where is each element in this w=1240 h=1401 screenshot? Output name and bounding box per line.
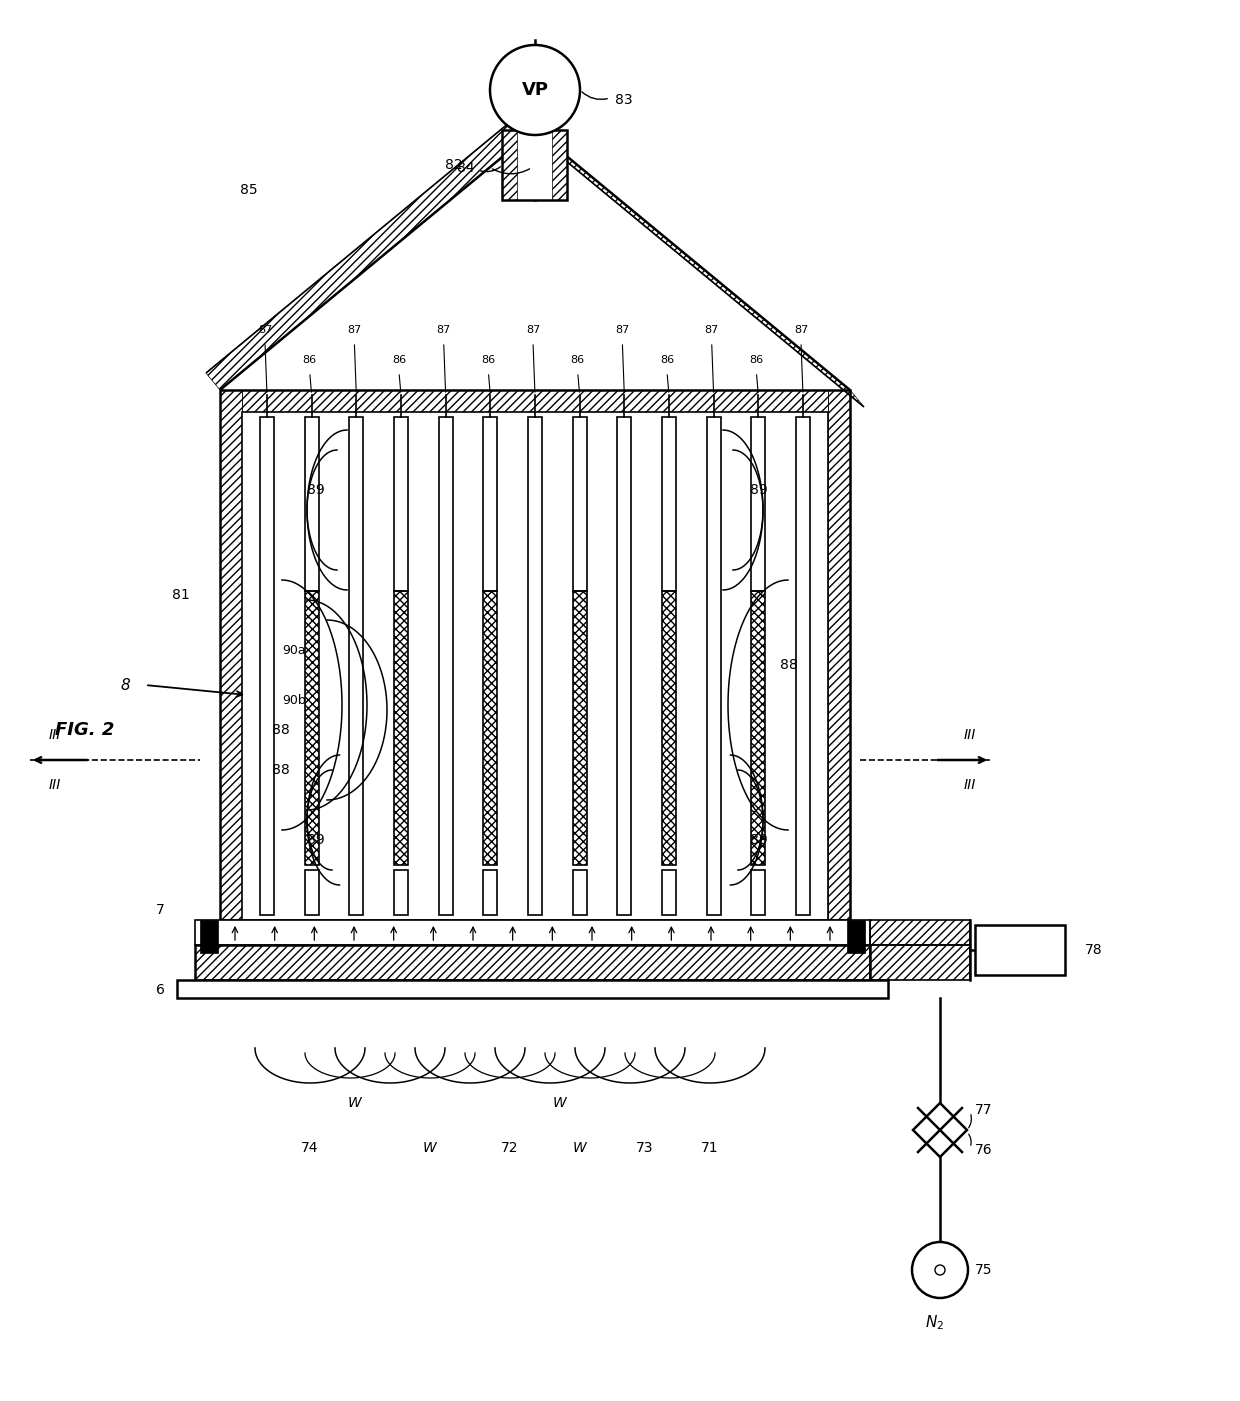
- Circle shape: [490, 45, 580, 134]
- Text: 90b: 90b: [281, 693, 306, 706]
- Text: 8: 8: [120, 678, 130, 692]
- Bar: [242, 389, 828, 412]
- Text: 86: 86: [303, 354, 316, 366]
- Bar: [502, 130, 568, 200]
- Bar: [177, 981, 888, 998]
- Text: 88: 88: [780, 658, 799, 672]
- Text: III: III: [963, 778, 976, 792]
- Text: III: III: [963, 729, 976, 743]
- Bar: [394, 870, 408, 915]
- Text: 86: 86: [570, 354, 585, 366]
- Text: 82: 82: [445, 158, 463, 172]
- Bar: [195, 920, 870, 946]
- Bar: [394, 417, 408, 591]
- Text: 83: 83: [615, 92, 632, 106]
- Text: 87: 87: [436, 325, 451, 335]
- Bar: [439, 417, 453, 915]
- Text: 6: 6: [156, 984, 165, 998]
- Bar: [484, 591, 497, 864]
- Text: 85: 85: [241, 184, 258, 198]
- Text: W: W: [553, 1096, 567, 1110]
- Bar: [573, 417, 587, 591]
- Bar: [260, 417, 274, 915]
- Text: 87: 87: [258, 325, 272, 335]
- Bar: [200, 920, 218, 946]
- Text: W: W: [348, 1096, 362, 1110]
- Circle shape: [935, 1265, 945, 1275]
- Text: 90a: 90a: [281, 643, 305, 657]
- Text: 87: 87: [794, 325, 808, 335]
- Bar: [828, 389, 849, 920]
- Bar: [195, 946, 870, 981]
- Text: III: III: [48, 729, 61, 743]
- Text: 7: 7: [156, 904, 165, 918]
- Bar: [573, 870, 587, 915]
- Text: III: III: [48, 778, 61, 792]
- Bar: [484, 417, 497, 591]
- Bar: [200, 946, 218, 953]
- Bar: [305, 591, 319, 864]
- Bar: [707, 417, 720, 915]
- Bar: [662, 417, 676, 591]
- Text: VP: VP: [522, 81, 548, 99]
- Bar: [618, 417, 631, 915]
- Bar: [662, 870, 676, 915]
- Bar: [305, 870, 319, 915]
- Text: W: W: [423, 1140, 436, 1154]
- Text: 88: 88: [272, 764, 290, 778]
- Bar: [975, 925, 1065, 975]
- Text: 86: 86: [660, 354, 675, 366]
- Text: 86: 86: [749, 354, 764, 366]
- Text: 72: 72: [501, 1140, 518, 1154]
- Text: FIG. 2: FIG. 2: [55, 722, 114, 738]
- Bar: [751, 870, 765, 915]
- Bar: [870, 920, 970, 946]
- Text: 87: 87: [526, 325, 541, 335]
- Bar: [751, 417, 765, 591]
- Bar: [484, 870, 497, 915]
- Bar: [219, 389, 849, 920]
- Bar: [502, 130, 517, 200]
- Text: $N_2$: $N_2$: [925, 1314, 945, 1332]
- Text: 89: 89: [750, 834, 768, 848]
- Bar: [394, 591, 408, 864]
- Text: 86: 86: [392, 354, 405, 366]
- Bar: [847, 946, 866, 953]
- Bar: [553, 130, 568, 200]
- Text: 88: 88: [272, 723, 290, 737]
- Bar: [751, 591, 765, 864]
- Bar: [305, 417, 319, 591]
- Text: 81: 81: [172, 588, 190, 602]
- Text: 78: 78: [1085, 943, 1102, 957]
- Polygon shape: [913, 1103, 967, 1157]
- Text: 87: 87: [347, 325, 361, 335]
- Text: 73: 73: [636, 1140, 653, 1154]
- Bar: [350, 417, 363, 915]
- Bar: [796, 417, 810, 915]
- Text: 75: 75: [975, 1262, 992, 1276]
- Text: 87: 87: [615, 325, 630, 335]
- Text: W: W: [573, 1140, 587, 1154]
- Text: 89: 89: [750, 483, 768, 497]
- Bar: [847, 920, 866, 946]
- Text: 89: 89: [308, 834, 325, 848]
- Text: 87: 87: [704, 325, 719, 335]
- Text: 77: 77: [975, 1103, 992, 1117]
- Bar: [662, 591, 676, 864]
- Bar: [870, 946, 970, 981]
- Text: 89: 89: [308, 483, 325, 497]
- Bar: [219, 389, 242, 920]
- Text: 86: 86: [481, 354, 496, 366]
- Bar: [528, 417, 542, 915]
- Text: 76: 76: [975, 1143, 993, 1157]
- Text: 71: 71: [701, 1140, 719, 1154]
- Circle shape: [911, 1243, 968, 1297]
- Bar: [242, 412, 828, 920]
- Text: 74: 74: [301, 1140, 319, 1154]
- Text: 84: 84: [458, 161, 475, 175]
- Bar: [573, 591, 587, 864]
